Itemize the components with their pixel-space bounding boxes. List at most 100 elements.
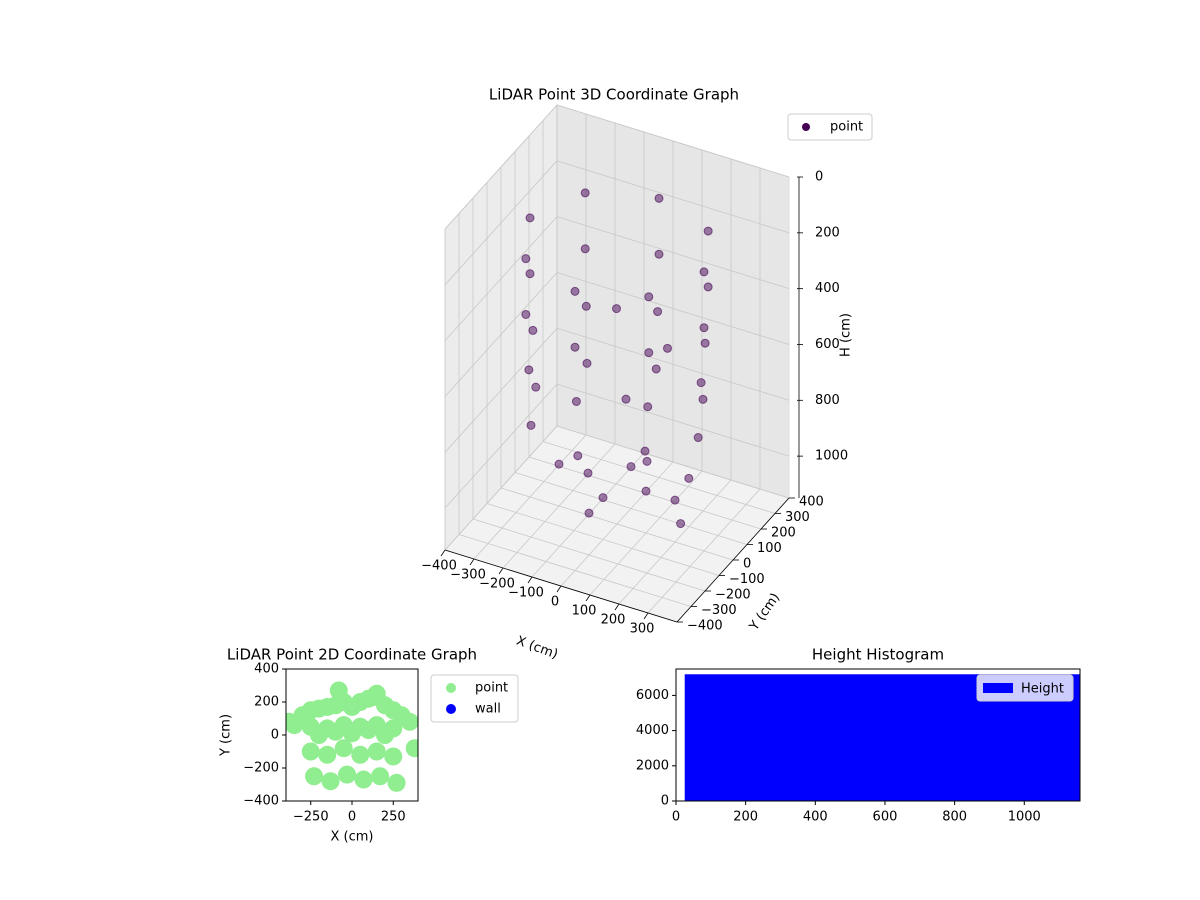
x-axis-line	[444, 549, 678, 623]
y-tick-label: 0	[661, 794, 669, 809]
x-tick-label: 300	[630, 622, 655, 637]
x-tick-label: 0	[551, 595, 559, 610]
point-marker	[387, 773, 406, 792]
point-marker	[612, 304, 621, 314]
point-marker	[698, 394, 708, 404]
point-marker	[581, 301, 591, 311]
point-marker	[338, 765, 357, 784]
point-marker	[703, 226, 713, 236]
point-marker	[643, 402, 653, 412]
point-marker	[334, 739, 353, 758]
x-tick-label: −100	[508, 586, 544, 601]
legend-label: Height	[1021, 682, 1064, 697]
y-tick-label: 400	[254, 662, 279, 677]
point-marker	[580, 244, 590, 254]
y-tick-label: 0	[271, 728, 279, 743]
point-marker	[531, 382, 541, 392]
legend-box	[787, 113, 873, 141]
grid-line	[444, 216, 558, 341]
y-tick-label: −400	[687, 619, 723, 634]
grid-line	[556, 272, 790, 345]
x-tick-label: 0	[348, 810, 356, 825]
point-marker	[676, 519, 686, 529]
y-tick-label: −200	[243, 761, 279, 776]
x-tick-label: 250	[381, 810, 406, 825]
x-tick-label: 1000	[1008, 810, 1041, 825]
point-marker	[405, 739, 418, 758]
x-tick-label: 200	[733, 810, 758, 825]
y-axis-label: Y (cm)	[219, 714, 234, 757]
point-marker	[521, 309, 531, 319]
tick-mark	[498, 567, 504, 575]
point-marker	[305, 767, 324, 786]
grid-line	[444, 328, 558, 453]
grid-line	[444, 160, 558, 286]
point-marker	[696, 378, 706, 388]
grid-line	[556, 383, 790, 457]
point-marker	[580, 188, 590, 198]
point-marker	[670, 495, 680, 505]
y-tick-label: 100	[757, 541, 782, 556]
point-marker	[525, 213, 535, 223]
grid-line	[556, 216, 790, 290]
grid-line	[514, 472, 748, 545]
point-marker	[384, 719, 403, 738]
y-tick-label: −300	[701, 603, 737, 618]
chart-title: LiDAR Point 2D Coordinate Graph	[227, 646, 477, 664]
point-marker	[642, 456, 652, 466]
z-tick-label: 0	[815, 170, 823, 185]
point-marker	[621, 394, 631, 404]
point-marker	[554, 459, 564, 469]
legend-label: point	[475, 681, 508, 696]
point-marker	[570, 286, 580, 296]
point-marker	[351, 745, 370, 764]
grid-line	[444, 383, 558, 509]
grid-line	[458, 534, 692, 607]
tick-mark	[440, 549, 446, 557]
tick-mark	[527, 576, 533, 584]
y-tick-label: 400	[799, 495, 824, 510]
y-axis-line	[676, 497, 790, 623]
tick-mark	[469, 558, 475, 566]
point-marker	[644, 348, 654, 358]
point-marker	[571, 396, 581, 406]
legend-marker	[802, 123, 810, 131]
y-tick-label: 200	[254, 695, 279, 710]
point-marker	[693, 433, 703, 443]
point-marker	[521, 254, 531, 264]
point-marker	[301, 742, 320, 761]
x-axis-label: X (cm)	[331, 830, 374, 845]
point-marker	[641, 486, 651, 496]
chart-title: LiDAR Point 3D Coordinate Graph	[489, 86, 739, 104]
point-marker	[582, 358, 592, 368]
grid-line	[486, 503, 720, 576]
point-marker	[329, 681, 348, 700]
point-marker	[651, 364, 661, 374]
point-marker	[703, 282, 713, 292]
axes-frame	[675, 668, 1081, 802]
legend-box	[976, 674, 1074, 702]
point-marker	[684, 473, 694, 483]
tick-mark	[614, 603, 620, 611]
point-marker	[573, 451, 583, 461]
y-tick-label: 4000	[636, 723, 669, 738]
y-tick-label: −400	[243, 794, 279, 809]
x-axis-label: X (cm)	[514, 634, 560, 663]
legend-label: point	[830, 120, 863, 135]
y-tick-label: 200	[771, 526, 796, 541]
point-marker	[570, 342, 580, 352]
y-tick-label: 6000	[636, 688, 669, 703]
point-marker	[528, 325, 538, 335]
x-tick-label: −400	[421, 559, 457, 574]
y-tick-label: −100	[729, 572, 765, 587]
point-marker	[584, 508, 594, 518]
point-marker	[400, 712, 418, 731]
grid-line	[556, 425, 790, 499]
legend-label: wall	[475, 702, 501, 717]
x-tick-label: −300	[450, 568, 486, 583]
point-marker	[598, 493, 608, 503]
point-marker	[318, 745, 337, 764]
x-tick-label: 100	[572, 604, 597, 619]
point-marker	[321, 772, 340, 791]
x-tick-label: 800	[942, 810, 967, 825]
